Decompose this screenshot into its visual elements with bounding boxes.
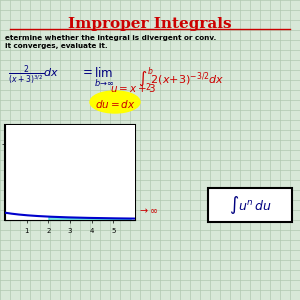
- Text: Improper Integrals: Improper Integrals: [68, 17, 232, 31]
- Ellipse shape: [90, 91, 140, 113]
- FancyBboxPatch shape: [5, 125, 135, 220]
- Text: $\frac{2}{(x+3)^{3/2}}dx$: $\frac{2}{(x+3)^{3/2}}dx$: [8, 64, 59, 87]
- FancyBboxPatch shape: [208, 188, 292, 222]
- Text: $du = dx$: $du = dx$: [94, 98, 135, 110]
- Text: $= \lim_{b\to\infty}$: $= \lim_{b\to\infty}$: [80, 66, 115, 89]
- Text: $\rightarrow \infty$: $\rightarrow \infty$: [138, 205, 159, 215]
- Text: it converges, evaluate it.: it converges, evaluate it.: [5, 43, 108, 49]
- Text: $\int u^n\,du$: $\int u^n\,du$: [229, 194, 272, 216]
- Text: etermine whether the integral is divergent or conv.: etermine whether the integral is diverge…: [5, 35, 216, 41]
- Text: $\int_{2}^{b}\!2(x{+}3)^{-3/2}dx$: $\int_{2}^{b}\!2(x{+}3)^{-3/2}dx$: [138, 66, 224, 94]
- Text: $u = x+3$: $u = x+3$: [110, 82, 156, 94]
